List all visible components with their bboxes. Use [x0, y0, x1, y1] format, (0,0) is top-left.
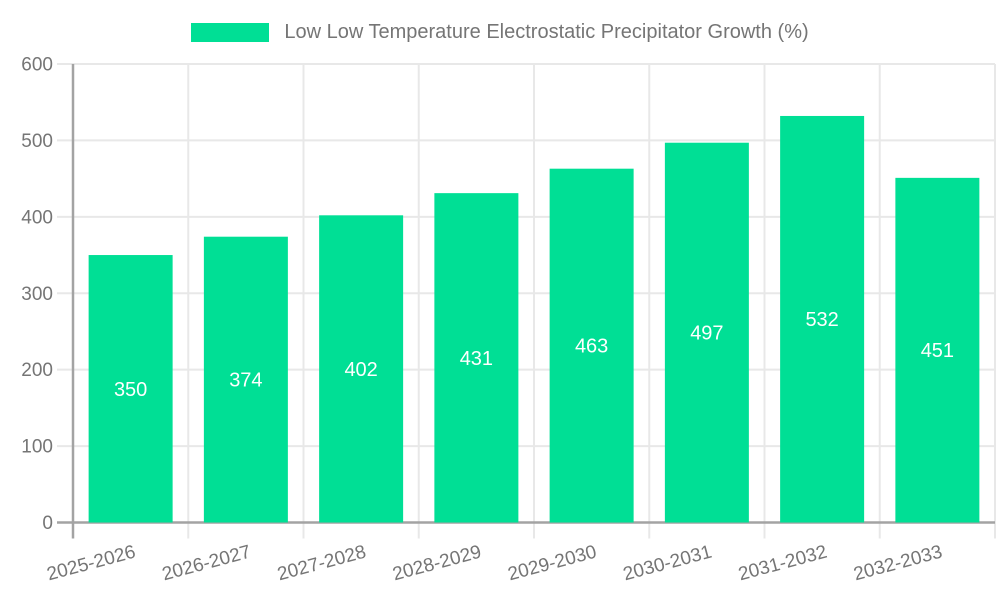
x-tick-label: 2028-2029	[390, 542, 483, 586]
y-tick-label: 600	[21, 55, 53, 76]
legend-swatch[interactable]	[191, 23, 270, 42]
bar[interactable]	[895, 177, 980, 523]
bar[interactable]	[549, 168, 634, 523]
bar-value-label: 350	[114, 379, 147, 401]
x-tick-label: 2027-2028	[275, 542, 368, 586]
bar-value-label: 451	[921, 340, 954, 362]
bar[interactable]	[664, 142, 749, 523]
bar-value-label: 431	[460, 348, 493, 370]
y-tick-label: 500	[21, 131, 53, 152]
bar[interactable]	[88, 255, 173, 523]
x-tick-label: 2026-2027	[160, 542, 253, 586]
x-tick-label: 2025-2026	[45, 542, 138, 586]
bar-value-label: 374	[229, 370, 262, 392]
x-tick-label: 2031-2032	[736, 542, 829, 586]
bar-value-label: 402	[344, 359, 377, 381]
x-tick-label: 2029-2030	[506, 542, 599, 586]
y-tick-label: 200	[21, 360, 53, 381]
bar[interactable]	[319, 215, 404, 523]
legend-label: Low Low Temperature Electrostatic Precip…	[284, 21, 809, 43]
y-tick-label: 400	[21, 207, 53, 228]
y-tick-label: 300	[21, 284, 53, 305]
y-tick-label: 0	[42, 513, 53, 534]
legend[interactable]: Low Low Temperature Electrostatic Precip…	[0, 21, 1000, 44]
bar-value-label: 463	[575, 336, 608, 358]
y-tick-label: 100	[21, 437, 53, 458]
bar-value-label: 532	[805, 309, 838, 331]
bar[interactable]	[780, 115, 865, 523]
x-tick-label: 2030-2031	[621, 542, 714, 586]
bar[interactable]	[203, 236, 288, 523]
x-tick-label: 2032-2033	[851, 542, 944, 586]
bar[interactable]	[434, 193, 519, 523]
bar-value-label: 497	[690, 323, 723, 345]
